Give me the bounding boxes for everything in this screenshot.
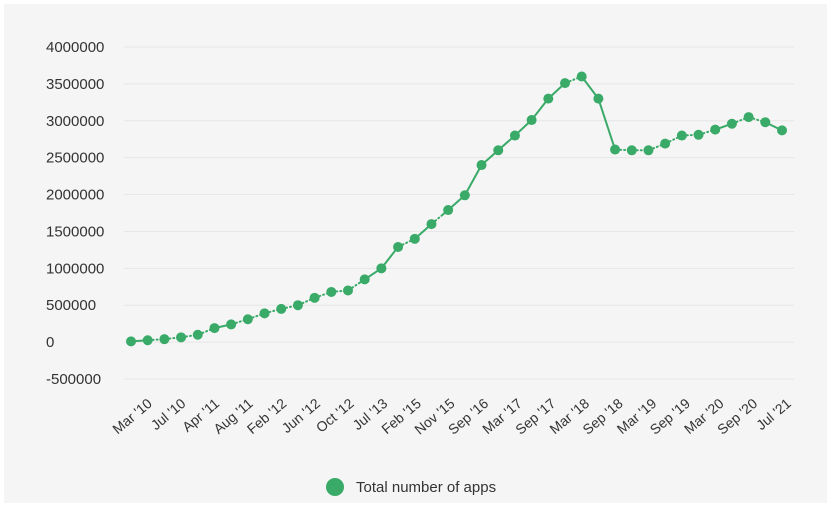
data-point[interactable]	[142, 335, 153, 346]
data-point[interactable]	[276, 303, 287, 314]
legend[interactable]: Total number of apps	[326, 478, 496, 496]
data-point[interactable]	[626, 145, 637, 156]
y-tick-label: 1000000	[46, 260, 104, 277]
legend-marker-icon[interactable]	[326, 478, 344, 496]
data-point[interactable]	[526, 115, 537, 126]
data-point[interactable]	[493, 145, 504, 156]
data-point[interactable]	[292, 300, 303, 311]
data-point[interactable]	[242, 314, 253, 325]
data-point[interactable]	[593, 93, 604, 104]
data-point[interactable]	[326, 286, 337, 297]
data-point[interactable]	[343, 285, 353, 296]
data-point[interactable]	[393, 241, 404, 252]
data-point[interactable]	[743, 112, 754, 123]
data-point[interactable]	[176, 332, 187, 343]
data-point[interactable]	[426, 219, 437, 230]
series-line-segment	[463, 164, 483, 197]
grid-lines	[124, 46, 794, 380]
data-point[interactable]	[610, 144, 621, 155]
y-tick-label: 3500000	[46, 76, 104, 93]
series-line	[130, 75, 783, 343]
data-point[interactable]	[443, 205, 454, 216]
y-tick-label: 3000000	[46, 113, 104, 130]
line-chart: 4000000 3500000 3000000 2500000 2000000 15000…	[46, 39, 794, 496]
data-point[interactable]	[726, 118, 737, 129]
series-line-segment	[597, 97, 617, 151]
y-tick-label: 1500000	[46, 223, 104, 240]
data-point[interactable]	[710, 124, 721, 135]
data-point[interactable]	[159, 334, 170, 345]
data-point[interactable]	[693, 129, 704, 140]
chart-panel: 4000000 3500000 3000000 2500000 2000000 15000…	[4, 4, 827, 503]
data-point[interactable]	[226, 319, 237, 330]
x-tick-label: Jun '12	[279, 395, 324, 436]
data-point[interactable]	[543, 93, 554, 104]
data-point[interactable]	[209, 323, 220, 334]
y-tick-label: -500000	[46, 371, 101, 388]
data-point[interactable]	[192, 329, 203, 340]
data-point[interactable]	[777, 125, 787, 136]
legend-label[interactable]: Total number of apps	[356, 479, 496, 496]
data-point[interactable]	[476, 160, 487, 171]
y-tick-label: 0	[46, 334, 54, 351]
data-point[interactable]	[376, 263, 387, 274]
data-point[interactable]	[560, 78, 570, 89]
y-tick-label: 2000000	[46, 187, 104, 204]
data-point[interactable]	[259, 308, 270, 319]
x-tick-label: Mar '10	[109, 395, 155, 437]
data-point[interactable]	[660, 138, 671, 149]
y-tick-label: 500000	[46, 297, 96, 314]
data-point[interactable]	[643, 145, 654, 156]
data-point[interactable]	[126, 336, 136, 347]
x-tick-label: Oct '12	[313, 395, 357, 436]
data-point[interactable]	[459, 190, 470, 201]
series-points	[126, 71, 787, 347]
y-axis-ticks: 4000000 3500000 3000000 2500000 2000000 15000…	[46, 39, 104, 388]
data-point[interactable]	[309, 292, 320, 303]
data-point[interactable]	[409, 233, 420, 244]
data-point[interactable]	[576, 71, 587, 82]
y-tick-label: 4000000	[46, 39, 104, 56]
x-tick-label: Jul '21	[753, 395, 794, 433]
data-point[interactable]	[359, 274, 370, 285]
y-tick-label: 2500000	[46, 150, 104, 167]
data-point[interactable]	[676, 130, 687, 141]
data-point[interactable]	[760, 117, 771, 128]
data-point[interactable]	[509, 130, 520, 141]
